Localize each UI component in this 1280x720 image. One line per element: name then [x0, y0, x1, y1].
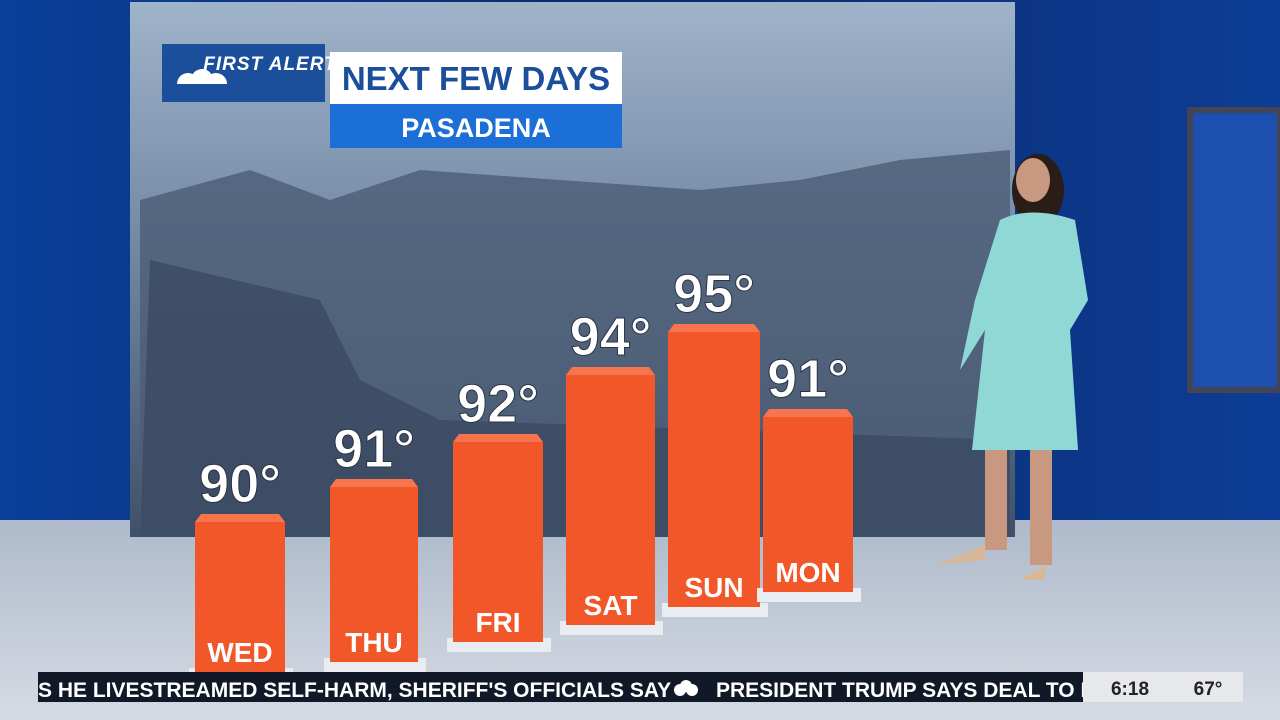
value-label: 91° — [333, 419, 415, 479]
category-label: MON — [775, 557, 840, 588]
header: FIRST ALERT NEXT FEW DAYS PASADENA — [162, 44, 622, 148]
category-label: FRI — [475, 607, 520, 638]
peacock-logo — [175, 69, 229, 96]
bar — [453, 442, 543, 642]
bar-top — [763, 409, 853, 417]
clock-time: 6:18 — [1111, 679, 1149, 700]
category-label: THU — [345, 627, 403, 658]
presenter — [935, 154, 1088, 580]
value-label: 95° — [673, 264, 755, 324]
bar-top — [566, 367, 655, 375]
bar — [668, 332, 760, 607]
bar-top — [668, 324, 760, 332]
value-label: 91° — [767, 349, 849, 409]
clock-temperature: 67° — [1194, 679, 1223, 700]
chart: 90° WED 91° THU 92° FRI 94° SAT 95° SUN 91° MON — [189, 264, 861, 682]
bar-top — [330, 479, 418, 487]
ticker-headline: S HE LIVESTREAMED SELF-HARM, SHERIFF'S O… — [38, 679, 671, 702]
location: PASADENA — [401, 113, 551, 143]
value-label: 94° — [570, 307, 652, 367]
value-label: 90° — [199, 454, 281, 514]
category-label: WED — [207, 637, 272, 668]
title-box — [330, 52, 622, 104]
ticker-bar — [38, 672, 1083, 702]
value-label: 92° — [457, 374, 539, 434]
category-label: SAT — [584, 590, 638, 621]
bar-top — [195, 514, 285, 522]
bar — [566, 375, 655, 625]
location-box — [330, 104, 622, 148]
side-monitor — [1187, 107, 1280, 393]
bar — [195, 522, 285, 672]
bar — [763, 417, 853, 592]
bar — [330, 487, 418, 662]
ticker-logo — [674, 680, 698, 696]
ticker: S HE LIVESTREAMED SELF-HARM, SHERIFF'S O… — [38, 672, 1243, 702]
clock-box — [1083, 672, 1243, 702]
bar-top — [453, 434, 543, 442]
title: NEXT FEW DAYS — [342, 60, 610, 97]
ticker-headline: PRESIDENT TRUMP SAYS DEAL TO R — [716, 679, 1096, 702]
brand-text: FIRST ALERT — [203, 54, 337, 75]
category-label: SUN — [684, 572, 743, 603]
